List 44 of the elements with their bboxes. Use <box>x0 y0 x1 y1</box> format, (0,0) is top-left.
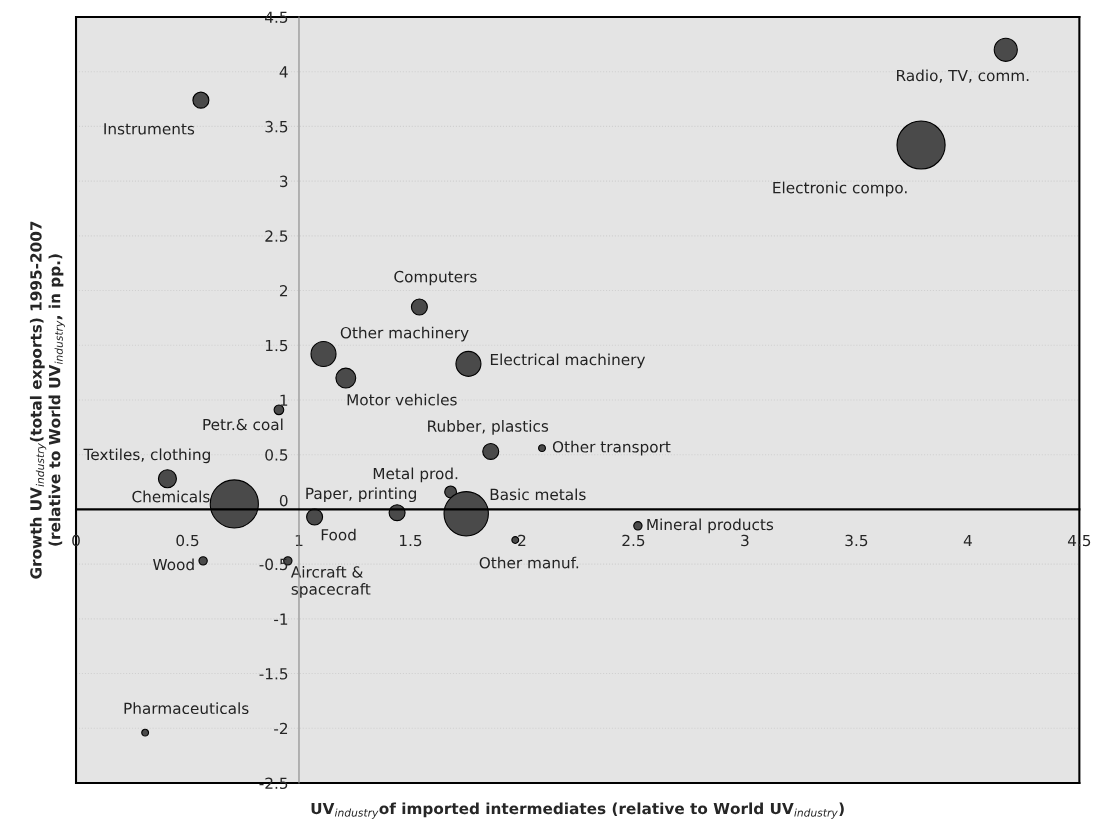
x-tick-label: 3.5 <box>845 534 868 547</box>
annotation: Aircraft & spacecraft <box>290 565 371 598</box>
annotation: Electrical machinery <box>490 353 646 369</box>
y-tick-label: -2 <box>274 722 288 735</box>
y-tick-label: -1.5 <box>259 668 288 680</box>
annotation: Radio, TV, comm. <box>897 69 1029 83</box>
y-tick-label: 0.5 <box>265 449 288 461</box>
y-tick-label: 4 <box>279 66 288 78</box>
x-tick-label: 2.5 <box>622 534 645 547</box>
annotation: Metal prod. <box>373 467 458 483</box>
x-tick-label: 1.5 <box>400 534 422 547</box>
y-tick-label: 1 <box>280 394 288 406</box>
annotation: Motor vehicles <box>347 393 457 406</box>
x-tick-label: 4 <box>963 534 972 547</box>
y-tick-label: 1.5 <box>265 339 288 352</box>
x-tick-label: 0.5 <box>176 534 199 547</box>
annotation: Computers <box>394 270 477 286</box>
y-tick-label: -1 <box>274 613 288 625</box>
y-tick-label: 2 <box>279 285 288 297</box>
annotation: Paper, printing <box>306 487 416 503</box>
annotation: Textiles, clothing <box>83 448 210 464</box>
annotation: Wood <box>153 558 194 571</box>
y-tick-label: 3.5 <box>265 120 288 133</box>
annotation: Basic metals <box>490 488 586 501</box>
y-tick-label: 2.5 <box>265 230 288 242</box>
annotation: Electronic compo. <box>773 181 907 197</box>
y-tick-label: 3 <box>280 175 288 188</box>
annotation: Other manuf. <box>479 556 579 569</box>
x-tick-label: 2 <box>518 534 526 547</box>
x-tick-label: 1 <box>295 534 303 547</box>
annotation: Food <box>321 528 356 541</box>
annotation: Other machinery <box>340 326 469 342</box>
annotation: Rubber, plastics <box>428 420 549 435</box>
annotation: Instruments <box>104 123 195 135</box>
annotation: Mineral products <box>647 518 774 534</box>
annotation: Pharmaceuticals <box>124 702 249 715</box>
annotation: Petr.& coal <box>203 418 283 431</box>
annotation: Other transport <box>552 440 671 456</box>
y-tick-label: 0 <box>279 494 288 507</box>
y-tick-label: -0.5 <box>259 558 288 571</box>
y-axis-title: Growth UV$_{industry}$(total exports) 1995-2007 (relative to World UV$_{industry}$, in pp.) <box>29 221 65 579</box>
x-tick-label: 3 <box>741 534 749 547</box>
annotation: Chemicals <box>132 490 210 503</box>
x-axis-title: UV$_{industry}$of imported intermediates (relative to World UV$_{industry}$) <box>311 802 844 819</box>
